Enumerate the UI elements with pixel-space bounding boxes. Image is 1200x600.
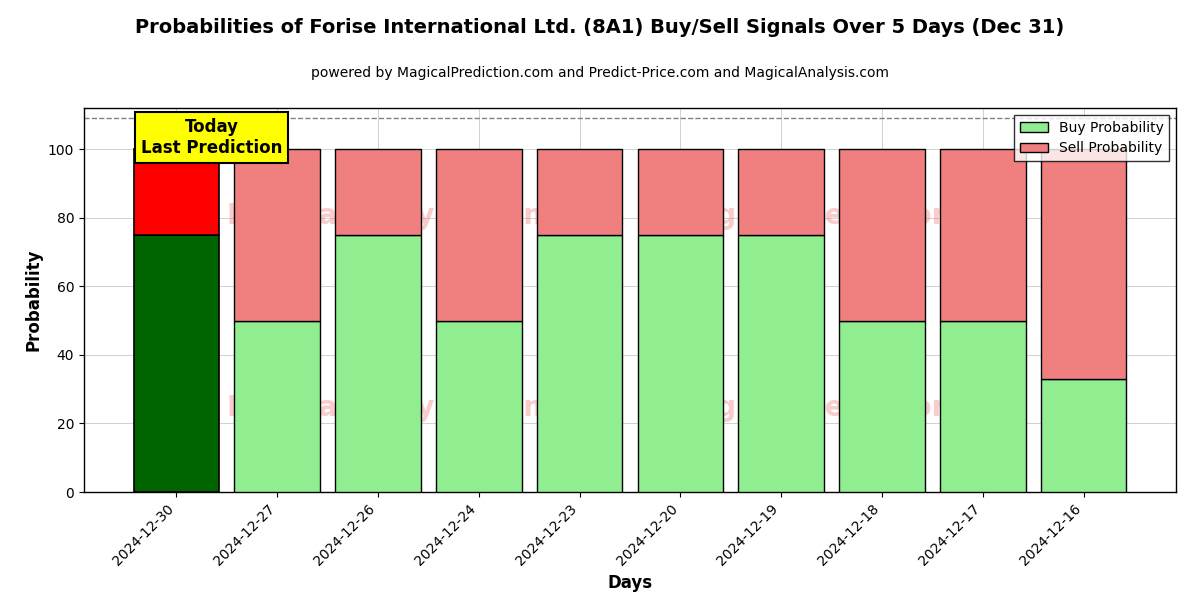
X-axis label: Days: Days — [607, 574, 653, 592]
Bar — [436, 149, 522, 320]
Bar — [839, 320, 925, 492]
Bar — [637, 149, 724, 235]
Text: MagicalAnalysis.com: MagicalAnalysis.com — [227, 202, 553, 230]
Text: powered by MagicalPrediction.com and Predict-Price.com and MagicalAnalysis.com: powered by MagicalPrediction.com and Pre… — [311, 66, 889, 80]
Bar — [234, 320, 320, 492]
Bar — [940, 149, 1026, 320]
Bar — [738, 149, 824, 235]
Bar — [1040, 379, 1127, 492]
Bar — [335, 235, 421, 492]
Bar — [738, 235, 824, 492]
Bar — [335, 149, 421, 235]
Text: MagicalAnalysis.com: MagicalAnalysis.com — [227, 394, 553, 422]
Y-axis label: Probability: Probability — [24, 249, 42, 351]
Text: Today
Last Prediction: Today Last Prediction — [142, 118, 282, 157]
Bar — [133, 149, 220, 235]
Text: Probabilities of Forise International Ltd. (8A1) Buy/Sell Signals Over 5 Days (D: Probabilities of Forise International Lt… — [136, 18, 1064, 37]
Bar — [436, 320, 522, 492]
Bar — [133, 235, 220, 492]
Bar — [940, 320, 1026, 492]
Bar — [839, 149, 925, 320]
Bar — [1040, 149, 1127, 379]
Bar — [234, 149, 320, 320]
Text: MagicalPrediction.com: MagicalPrediction.com — [670, 394, 1027, 422]
Bar — [536, 149, 623, 235]
Bar — [536, 235, 623, 492]
Bar — [637, 235, 724, 492]
Text: MagicalPrediction.com: MagicalPrediction.com — [670, 202, 1027, 230]
Legend: Buy Probability, Sell Probability: Buy Probability, Sell Probability — [1014, 115, 1169, 161]
